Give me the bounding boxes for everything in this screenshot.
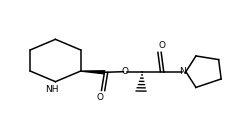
Text: O: O: [97, 93, 104, 102]
Text: N: N: [179, 67, 186, 76]
Text: O: O: [159, 41, 166, 50]
Polygon shape: [81, 71, 105, 74]
Text: NH: NH: [45, 85, 58, 94]
Text: O: O: [121, 67, 128, 76]
